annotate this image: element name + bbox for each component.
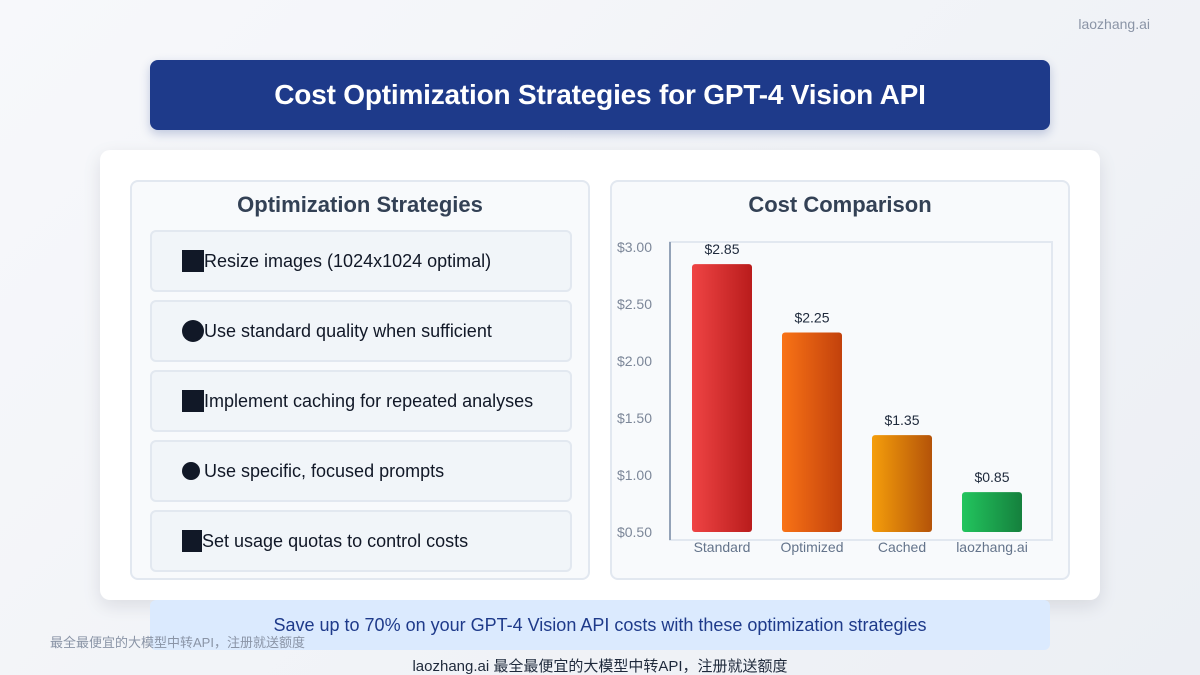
- footer-text: laozhang.ai 最全最便宜的大模型中转API，注册就送额度: [412, 658, 788, 675]
- bar-value-label: $0.85: [974, 469, 1009, 485]
- strategy-text: Set usage quotas to control costs: [202, 530, 469, 551]
- title-banner: Cost Optimization Strategies for GPT-4 V…: [150, 60, 1050, 130]
- x-category-label: laozhang.ai: [956, 539, 1028, 555]
- square-icon: [182, 530, 202, 552]
- strategy-item: Implement caching for repeated analyses: [150, 370, 572, 432]
- y-tick-label: $1.50: [617, 410, 652, 426]
- strategies-panel: Optimization Strategies Resize images (1…: [130, 180, 590, 580]
- y-tick-label: $2.00: [617, 353, 652, 369]
- bar-value-label: $2.25: [794, 310, 829, 326]
- strategy-item: Use specific, focused prompts: [150, 440, 572, 502]
- strategy-text: Implement caching for repeated analyses: [204, 390, 534, 411]
- y-tick-label: $0.50: [617, 524, 652, 540]
- cost-comparison-panel: Cost Comparison $3.00 $2.50 $2.00 $1.50 $1.0…: [610, 180, 1070, 580]
- square-icon: [182, 250, 204, 272]
- strategy-item: Resize images (1024x1024 optimal): [150, 230, 572, 292]
- strategy-text: Use standard quality when sufficient: [204, 320, 492, 341]
- bar-value-label: $1.35: [884, 412, 919, 428]
- strategies-panel-title: Optimization Strategies: [237, 192, 483, 217]
- x-category-label: Standard: [694, 539, 751, 555]
- cost-comparison-chart: $3.00 $2.50 $2.00 $1.50 $1.00 $0.50 $2.85 Stand…: [617, 239, 1053, 555]
- strategy-item: Set usage quotas to control costs: [150, 510, 572, 572]
- bar-laozhang-ai: [962, 492, 1022, 532]
- y-tick-label: $2.50: [617, 296, 652, 312]
- watermark-top: laozhang.ai: [1078, 16, 1150, 32]
- content-card: Optimization Strategies Resize images (1…: [100, 150, 1100, 600]
- strategy-text: Resize images (1024x1024 optimal): [204, 250, 492, 271]
- savings-banner: Save up to 70% on your GPT-4 Vision API …: [150, 600, 1050, 650]
- bar-standard: [692, 264, 752, 532]
- gear-icon: [182, 320, 204, 342]
- strategy-item: Use standard quality when sufficient: [150, 300, 572, 362]
- y-tick-label: $3.00: [617, 239, 652, 255]
- chart-title: Cost Comparison: [748, 192, 932, 217]
- watermark-bottom-left: 最全最便宜的大模型中转API，注册就送额度: [50, 635, 305, 650]
- square-icon: [182, 390, 204, 412]
- page-title: Cost Optimization Strategies for GPT-4 V…: [274, 79, 926, 110]
- bar-value-label: $2.85: [704, 241, 739, 257]
- bar-cached: [872, 435, 932, 532]
- bomb-icon: [182, 462, 200, 480]
- y-tick-label: $1.00: [617, 467, 652, 483]
- x-category-label: Cached: [878, 539, 926, 555]
- strategy-text: Use specific, focused prompts: [204, 460, 445, 481]
- bar-optimized: [782, 332, 842, 532]
- x-category-label: Optimized: [780, 539, 843, 555]
